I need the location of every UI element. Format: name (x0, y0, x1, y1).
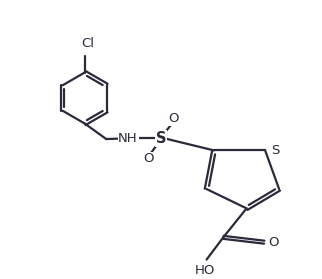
Text: O: O (143, 152, 153, 165)
Text: O: O (168, 112, 179, 126)
Text: O: O (269, 236, 279, 249)
Text: S: S (156, 131, 166, 146)
Text: NH: NH (118, 132, 138, 145)
Text: HO: HO (195, 264, 215, 277)
Text: S: S (271, 144, 279, 157)
Text: Cl: Cl (81, 37, 94, 49)
Text: H: H (125, 132, 134, 145)
